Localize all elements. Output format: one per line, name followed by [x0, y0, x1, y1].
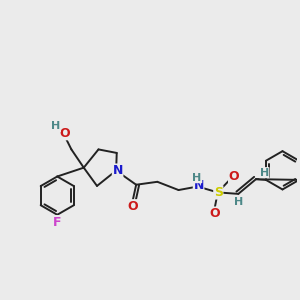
- Text: N: N: [112, 164, 123, 177]
- Text: O: O: [209, 207, 220, 220]
- Text: F: F: [53, 216, 61, 229]
- Text: H: H: [51, 122, 60, 131]
- Text: H: H: [193, 173, 202, 183]
- Text: H: H: [260, 168, 269, 178]
- Text: N: N: [194, 179, 204, 192]
- Text: O: O: [229, 170, 239, 183]
- Text: S: S: [214, 186, 223, 199]
- Text: H: H: [234, 197, 244, 207]
- Text: O: O: [60, 127, 70, 140]
- Text: O: O: [127, 200, 138, 213]
